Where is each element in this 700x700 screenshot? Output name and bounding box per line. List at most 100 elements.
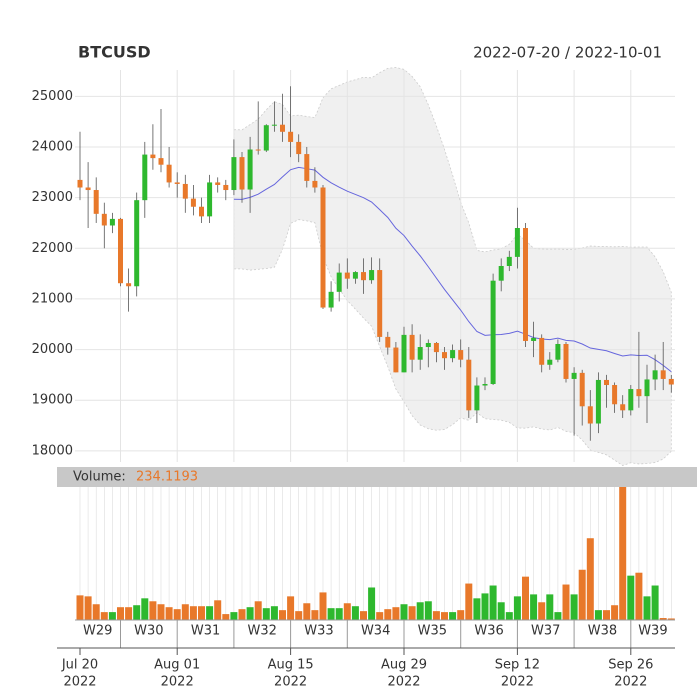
volume-bar [117,607,124,620]
volume-bar [214,600,222,620]
candle-body [77,179,83,188]
candle-body [409,334,415,360]
volume-bar [659,618,667,620]
week-label: W34 [361,624,390,639]
candle-body [255,149,261,151]
candle-body [547,359,553,365]
chart-title: BTCUSD [78,43,151,62]
volume-bar [513,596,521,620]
week-label: W31 [191,624,220,639]
x-tick-label: 2022 [274,675,307,690]
candle-body [563,343,569,379]
candle-body [158,158,164,165]
volume-bar [586,538,594,620]
candle-body [271,124,277,126]
volume-header [57,467,697,487]
volume-bar [570,594,578,620]
candle-body [352,272,358,279]
x-tick-label: 2022 [501,675,534,690]
candle-body [458,350,464,360]
candle-body [393,347,399,373]
x-tick-label: 2022 [63,675,96,690]
x-tick-label: Sep 26 [608,658,653,673]
candle-body [166,164,172,183]
week-label: W35 [418,624,447,639]
volume-bar [230,612,238,620]
candle-body [442,352,447,359]
candle-body [482,384,488,386]
week-label: W38 [588,624,617,639]
candle-body [636,389,642,397]
volume-bar [351,606,359,620]
candle-body [312,180,318,188]
volume-bar [343,603,351,620]
volume-bar [424,601,432,620]
candle-body [433,342,439,353]
candle-body [207,182,213,217]
volume-bar [92,604,100,620]
week-label: W33 [304,624,333,639]
volume-bar [416,602,424,620]
volume-bar [449,612,457,620]
candle-body [490,280,496,385]
candle-body [328,291,334,308]
volume-bar [530,594,538,620]
candle-body [361,272,366,281]
candle-body [385,336,391,348]
volume-bar [635,572,643,620]
volume-bar [562,584,570,620]
x-tick-label: 2022 [387,675,420,690]
candle-body [118,218,123,284]
candle-body [142,154,148,201]
candle-body [190,198,196,207]
volume-bar [376,612,384,620]
candle-body [401,334,407,373]
volume-bar [157,604,165,620]
volume-bar [270,606,278,620]
candle-body [555,343,561,360]
volume-bar [76,595,84,620]
volume-bar [335,608,343,620]
candle-body [182,183,188,199]
y-tick-label: 23000 [32,190,73,205]
volume-bar [141,598,149,620]
candle-body [620,404,626,411]
candle-body [134,200,140,287]
volume-bar [279,610,286,620]
candle-body [506,256,512,266]
candle-body [579,372,585,407]
week-label: W32 [248,624,277,639]
volume-label: Volume: [73,470,126,485]
volume-bar [206,606,214,620]
volume-bar [149,601,157,620]
x-tick-label: 2022 [161,675,194,690]
candle-body [531,337,537,341]
candle-body [612,385,618,405]
y-tick-label: 21000 [32,291,73,306]
candle-body [93,190,99,214]
candle-body [539,337,545,365]
candle-body [199,206,204,217]
volume-bar [246,607,254,620]
x-tick-label: Aug 15 [268,658,314,673]
volume-bar [457,610,465,620]
volume-bar [473,598,481,620]
volume-value: 234.1193 [136,470,198,485]
candle-body [174,182,180,184]
volume-bar [287,596,295,620]
candle-body [231,157,237,191]
week-label: W37 [531,624,560,639]
y-tick-label: 22000 [32,241,73,256]
candle-body [296,141,302,155]
x-tick-label: Jul 20 [61,658,98,673]
volume-bar [100,612,108,620]
y-tick-label: 24000 [32,139,73,154]
date-range: 2022-07-20 / 2022-10-01 [473,44,662,62]
week-label: W30 [134,624,163,639]
candle-body [523,228,528,341]
volume-bar [368,587,376,620]
volume-bar [643,596,651,620]
volume-bar [400,604,408,620]
x-tick-label: Aug 29 [381,658,427,673]
y-tick-label: 19000 [32,393,73,408]
